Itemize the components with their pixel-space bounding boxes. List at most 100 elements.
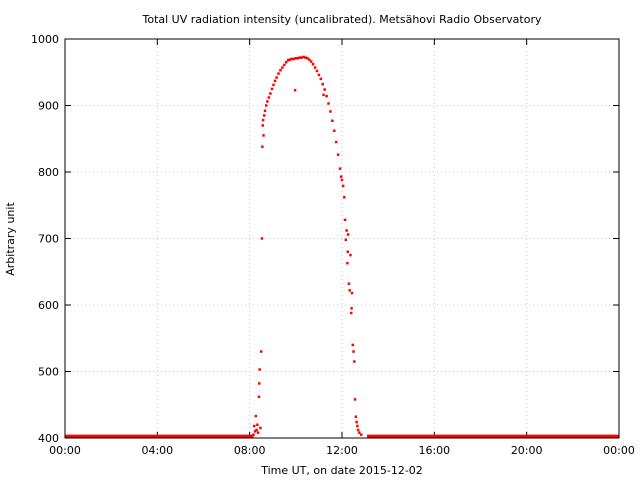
data-point — [319, 77, 323, 81]
data-point — [279, 69, 282, 72]
plot-frame — [64, 38, 620, 439]
data-point — [323, 88, 326, 91]
data-point — [346, 233, 350, 236]
grid-lines — [65, 39, 619, 438]
data-point — [292, 57, 296, 61]
data-point — [257, 395, 261, 399]
data-point — [341, 184, 345, 188]
data-point — [349, 311, 353, 315]
data-point — [288, 58, 292, 61]
data-point — [336, 153, 340, 156]
data-point — [347, 282, 351, 285]
data-point — [302, 55, 305, 59]
data-point — [254, 414, 258, 418]
data-point — [333, 129, 336, 133]
data-point — [263, 109, 267, 113]
data-point — [253, 424, 256, 428]
data-point — [306, 57, 309, 60]
data-point — [338, 167, 342, 170]
data-point — [352, 350, 355, 353]
data-point — [354, 415, 358, 418]
data-point — [263, 114, 266, 117]
data-point — [269, 92, 272, 95]
data-point — [259, 426, 262, 430]
y-tick-label: 900 — [38, 100, 59, 113]
x-tick-label: 08:00 — [234, 444, 266, 457]
data-point — [255, 428, 258, 432]
data-point — [350, 291, 354, 295]
x-tick-label: 20:00 — [511, 444, 543, 457]
data-point — [281, 66, 284, 69]
data-point — [264, 104, 268, 107]
data-point — [266, 100, 269, 103]
data-point — [267, 96, 271, 99]
y-axis-label: Arbitrary unit — [4, 202, 17, 276]
data-point — [273, 79, 277, 83]
y-tick-label: 400 — [38, 432, 59, 445]
data-point — [252, 433, 255, 436]
data-point — [275, 76, 278, 79]
data-point — [334, 140, 338, 144]
x-tick-label: 16:00 — [418, 444, 450, 457]
data-point — [298, 56, 301, 59]
y-tick-label: 700 — [38, 233, 59, 246]
data-point — [343, 218, 347, 222]
data-point — [313, 66, 317, 69]
data-point — [277, 72, 280, 75]
data-point — [345, 229, 348, 232]
data-point — [343, 196, 346, 199]
data-point — [290, 57, 294, 61]
data-point — [321, 82, 325, 86]
data-point — [293, 88, 297, 92]
data-point — [353, 360, 356, 363]
baseline-points — [65, 434, 254, 438]
data-point — [260, 237, 264, 240]
y-tick-label: 800 — [38, 166, 59, 179]
data-point — [258, 382, 261, 385]
data-point — [284, 61, 288, 64]
data-series — [65, 55, 619, 438]
data-point — [358, 431, 361, 434]
data-point — [353, 398, 357, 401]
data-point — [296, 57, 300, 60]
data-point — [355, 420, 358, 424]
data-point — [300, 56, 303, 59]
data-point — [262, 134, 265, 137]
data-point — [349, 253, 352, 257]
tick-labels: 400 500 600 700 800 900 1000 00:00 04:00 08:00 12:… — [31, 33, 635, 457]
data-point — [304, 56, 307, 59]
data-point — [258, 368, 261, 371]
data-point — [317, 73, 321, 77]
data-point — [261, 124, 264, 127]
data-point — [294, 57, 298, 60]
baseline-points — [367, 434, 619, 438]
data-point — [348, 289, 351, 292]
data-point — [356, 428, 360, 432]
x-tick-label: 00:00 — [49, 444, 81, 457]
data-point — [270, 87, 274, 91]
data-point — [256, 431, 260, 434]
x-tick-label: 00:00 — [603, 444, 635, 457]
data-point — [272, 83, 275, 87]
data-point — [359, 433, 363, 436]
data-point — [253, 430, 257, 433]
data-point — [286, 59, 290, 62]
data-point — [261, 118, 265, 122]
data-point — [283, 63, 286, 67]
data-point — [350, 307, 353, 310]
x-axis-label: Time UT, on date 2015-12-02 — [260, 464, 423, 477]
data-point — [322, 93, 325, 97]
data-point — [315, 69, 319, 73]
y-tick-label: 500 — [38, 366, 59, 379]
data-point — [308, 58, 311, 61]
data-point — [329, 110, 332, 113]
data-point — [346, 250, 350, 254]
data-point — [339, 175, 343, 178]
data-point — [340, 178, 344, 182]
data-point — [261, 145, 264, 148]
y-tick-label: 1000 — [31, 33, 59, 46]
data-point — [344, 238, 348, 242]
data-point — [325, 94, 328, 98]
data-point — [311, 63, 315, 66]
